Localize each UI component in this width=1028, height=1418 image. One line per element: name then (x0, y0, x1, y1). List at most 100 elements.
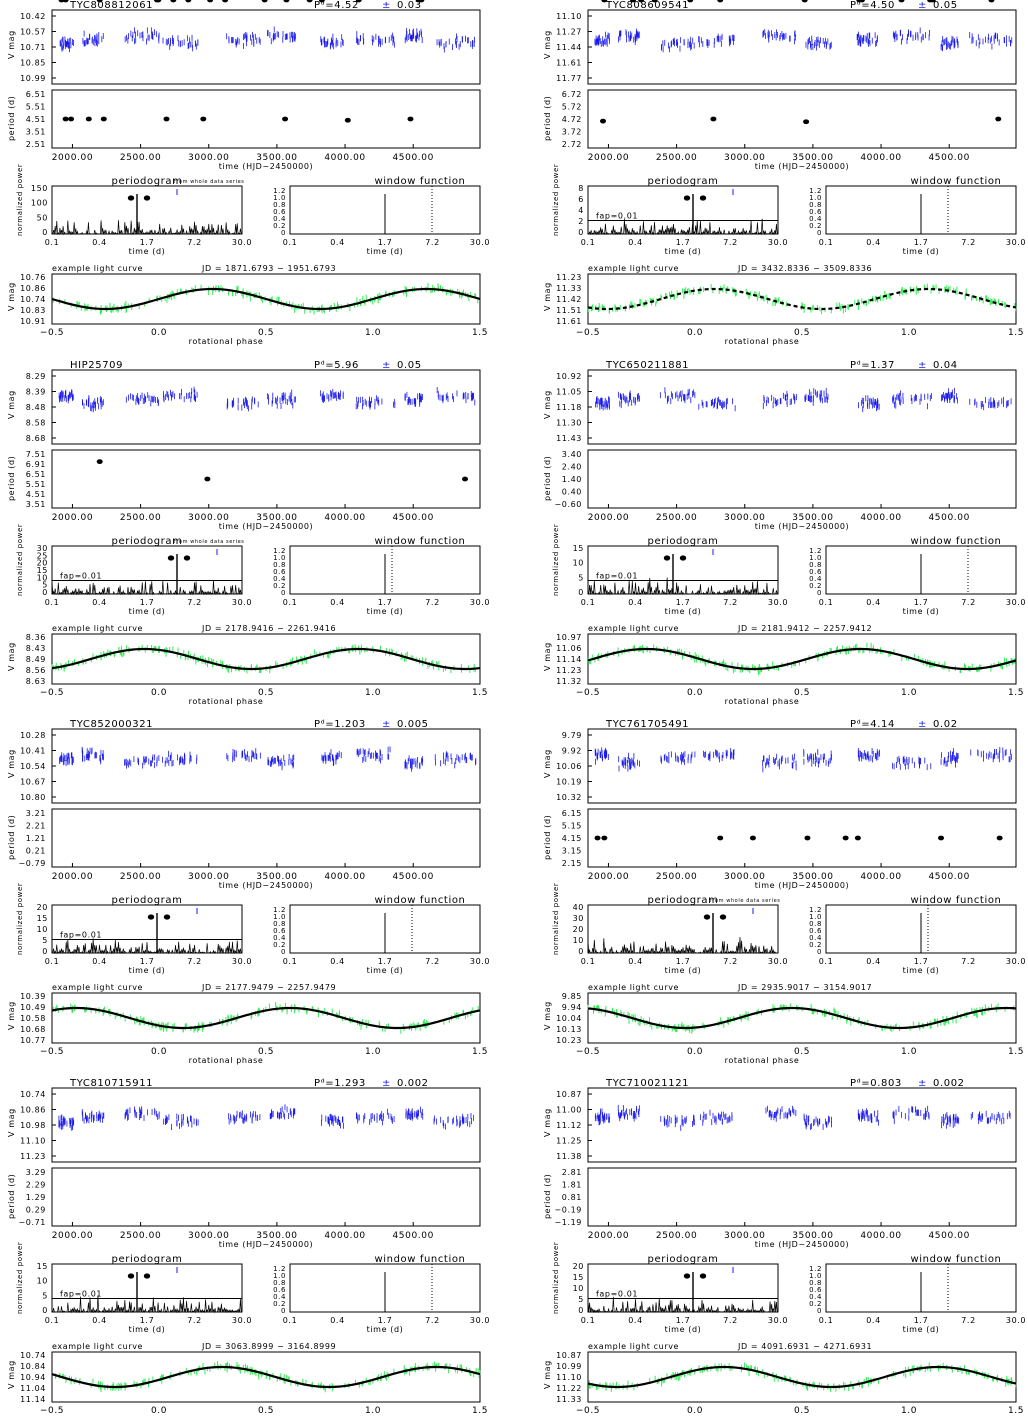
freq-tick-7-3: 7.2 (723, 1316, 738, 1325)
period-point-0-2 (85, 116, 92, 122)
pg-xlabel-6: time (d) (129, 1325, 166, 1334)
period-tick-2-5: 3.51 (26, 500, 46, 509)
wf-tick-4-2: 0.4 (273, 934, 286, 942)
period-point-7-4 (717, 0, 724, 3)
wf-freq-tick-3-3: 7.2 (961, 598, 976, 607)
wf-freq-tick-7-3: 7.2 (961, 1316, 976, 1325)
phase-xtick-4-4: 1.5 (472, 1047, 488, 1057)
wf-freq-tick-5-4: 30.0 (1006, 957, 1026, 966)
wf-freq-tick-0-3: 7.2 (425, 238, 440, 247)
period-label-1: Pᵈ=4.50 (850, 0, 895, 11)
phase-xtick-7-1: 0.0 (687, 1406, 703, 1414)
time-tick-6-2: 3000.00 (188, 1231, 229, 1241)
period-point-7-0 (601, 0, 608, 3)
period-tick-5-1: 5.15 (562, 822, 582, 831)
time-tick-5-5: 4500.00 (928, 872, 969, 882)
lc-tick-2-4: 8.68 (26, 434, 46, 443)
lc-tick-5-3: 10.19 (556, 778, 582, 787)
star-name-2: HIP25709 (70, 360, 123, 371)
wf-tick-3-5: 1.0 (809, 554, 822, 562)
wf-tick-7-0: 0 (817, 1307, 822, 1315)
pg-marker-a-0 (127, 195, 135, 201)
wf-freq-tick-4-2: 1.7 (378, 957, 393, 966)
phase-xtick-3-1: 0.0 (687, 688, 703, 698)
wf-tick-4-4: 0.8 (273, 920, 286, 928)
period-point-6-1 (155, 0, 162, 3)
lc-tick-7-3: 11.25 (556, 1137, 582, 1146)
period-frame-0 (51, 89, 481, 149)
phase-ylabel-0: V mag (7, 282, 16, 311)
phase-ylabel-6: V mag (7, 1360, 16, 1389)
pg-ylabel-7: normalized power (552, 1242, 560, 1314)
phase-ytick-0-4: 10.91 (20, 317, 46, 326)
phase-ytick-6-4: 11.14 (20, 1395, 46, 1404)
wf-freq-tick-3-1: 0.4 (866, 598, 881, 607)
example-jd-1: JD = 3432.8336 − 3509.8336 (737, 264, 872, 273)
lc-ylabel-1: V mag (543, 30, 552, 59)
phase-ytick-6-3: 11.04 (20, 1384, 46, 1393)
lightcurve-frame-5 (587, 728, 1017, 804)
period-point-4-4 (261, 0, 268, 3)
pg-tick-7-2: 10 (573, 1284, 584, 1293)
phase-ytick-4-2: 10.58 (20, 1014, 46, 1023)
freq-tick-4-2: 1.7 (140, 957, 155, 966)
phase-points-1 (587, 283, 1017, 315)
pg-tick-1-3: 6 (578, 195, 584, 204)
periodogram-frame-3 (587, 545, 779, 595)
wf-freq-tick-1-0: 0.1 (819, 238, 834, 247)
time-tick-7-2: 3000.00 (724, 1231, 765, 1241)
lc-tick-3-1: 11.05 (556, 388, 582, 397)
phase-xtick-0-4: 1.5 (472, 328, 488, 338)
period-tick-3-0: 3.40 (562, 450, 582, 459)
lc-tick-2-3: 8.58 (26, 419, 46, 428)
lc-ylabel-3: V mag (543, 390, 552, 419)
pg-spectrum-3 (587, 577, 778, 596)
time-tick-4-5: 4500.00 (392, 872, 433, 882)
period-tick-6-0: 3.29 (26, 1168, 46, 1177)
lc-ylabel-6: V mag (7, 1108, 16, 1137)
freq-tick-6-0: 0.1 (45, 1316, 60, 1325)
phase-xlabel-2: rotational phase (189, 697, 264, 706)
wf-freq-tick-6-2: 1.7 (378, 1316, 393, 1325)
phase-xtick-4-0: −0.5 (40, 1047, 64, 1057)
wf-xlabel-6: time (d) (367, 1325, 404, 1334)
phase-xtick-1-2: 0.5 (794, 328, 810, 338)
periodogram-title-7: periodogram (648, 1254, 719, 1265)
period-point-0-8 (407, 116, 414, 122)
time-tick-1-0: 2000.00 (588, 153, 629, 163)
pg-noise-7 (587, 1296, 778, 1314)
freq-tick-2-2: 1.7 (140, 598, 155, 607)
pg-fap-label-1: fap=0.01 (596, 212, 638, 221)
pg-marker-b-3 (679, 555, 687, 561)
phase-frame-7 (587, 1351, 1017, 1403)
pg-tick-1-1: 2 (578, 217, 584, 226)
pg-spectrum-4 (51, 938, 242, 955)
periodogram-subtitle-0: from whole data series (174, 179, 244, 185)
period-point-0-6 (282, 116, 289, 122)
pg-tick-2-2: 10 (37, 573, 48, 582)
periodogram-title-4: periodogram (112, 895, 183, 906)
star-name-1: TYC808609541 (605, 0, 689, 11)
wf-tick-3-1: 0.2 (809, 582, 822, 590)
phase-xtick-7-0: −0.5 (576, 1406, 600, 1414)
pg-fap-label-2: fap=0.01 (60, 572, 102, 581)
periodogram-frame-2 (51, 545, 243, 595)
period-point-0-3 (100, 116, 107, 122)
phase-xtick-3-2: 0.5 (794, 688, 810, 698)
lightcurve-frame-6 (51, 1087, 481, 1163)
wf-freq-tick-5-2: 1.7 (914, 957, 929, 966)
time-tick-6-3: 3500.00 (256, 1231, 297, 1241)
periodogram-frame-0 (51, 185, 243, 235)
period-point-6-7 (418, 0, 425, 3)
lc-tick-0-4: 10.99 (20, 74, 46, 83)
period-point-1-1 (710, 116, 717, 122)
period-point-5-5 (842, 835, 849, 841)
wf-tick-3-4: 0.8 (809, 561, 822, 569)
period-ylabel-5: period (d) (543, 815, 552, 860)
period-label-2: Pᵈ=5.96 (314, 360, 359, 371)
phase-xlabel-4: rotational phase (189, 1056, 264, 1065)
pg-tick-4-2: 10 (37, 925, 48, 934)
wf-tick-5-4: 0.8 (809, 920, 822, 928)
pg-tick-7-4: 20 (573, 1262, 584, 1271)
pg-tick-4-4: 20 (37, 903, 48, 912)
